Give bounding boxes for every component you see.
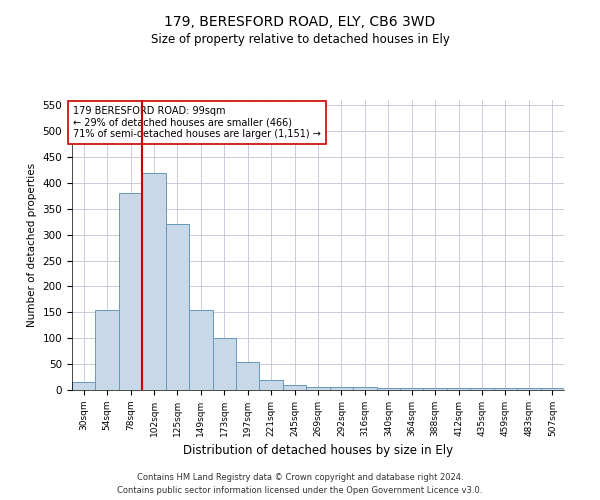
Bar <box>306 388 330 390</box>
Bar <box>447 388 470 390</box>
Bar <box>377 388 400 390</box>
Bar <box>470 388 494 390</box>
Bar <box>283 385 306 390</box>
Text: Contains public sector information licensed under the Open Government Licence v3: Contains public sector information licen… <box>118 486 482 495</box>
Text: Contains HM Land Registry data © Crown copyright and database right 2024.: Contains HM Land Registry data © Crown c… <box>137 472 463 482</box>
Bar <box>424 388 447 390</box>
Bar <box>189 310 212 390</box>
Bar <box>212 338 236 390</box>
Bar <box>236 362 259 390</box>
Bar <box>541 388 564 390</box>
X-axis label: Distribution of detached houses by size in Ely: Distribution of detached houses by size … <box>183 444 453 458</box>
Bar <box>95 310 119 390</box>
Bar <box>517 388 541 390</box>
Bar <box>119 193 142 390</box>
Text: Size of property relative to detached houses in Ely: Size of property relative to detached ho… <box>151 32 449 46</box>
Bar <box>142 172 166 390</box>
Bar <box>494 388 517 390</box>
Bar <box>166 224 189 390</box>
Bar <box>353 388 377 390</box>
Bar <box>330 388 353 390</box>
Bar <box>72 382 95 390</box>
Text: 179 BERESFORD ROAD: 99sqm
← 29% of detached houses are smaller (466)
71% of semi: 179 BERESFORD ROAD: 99sqm ← 29% of detac… <box>73 106 321 140</box>
Bar <box>400 388 424 390</box>
Y-axis label: Number of detached properties: Number of detached properties <box>27 163 37 327</box>
Bar <box>259 380 283 390</box>
Text: 179, BERESFORD ROAD, ELY, CB6 3WD: 179, BERESFORD ROAD, ELY, CB6 3WD <box>164 15 436 29</box>
